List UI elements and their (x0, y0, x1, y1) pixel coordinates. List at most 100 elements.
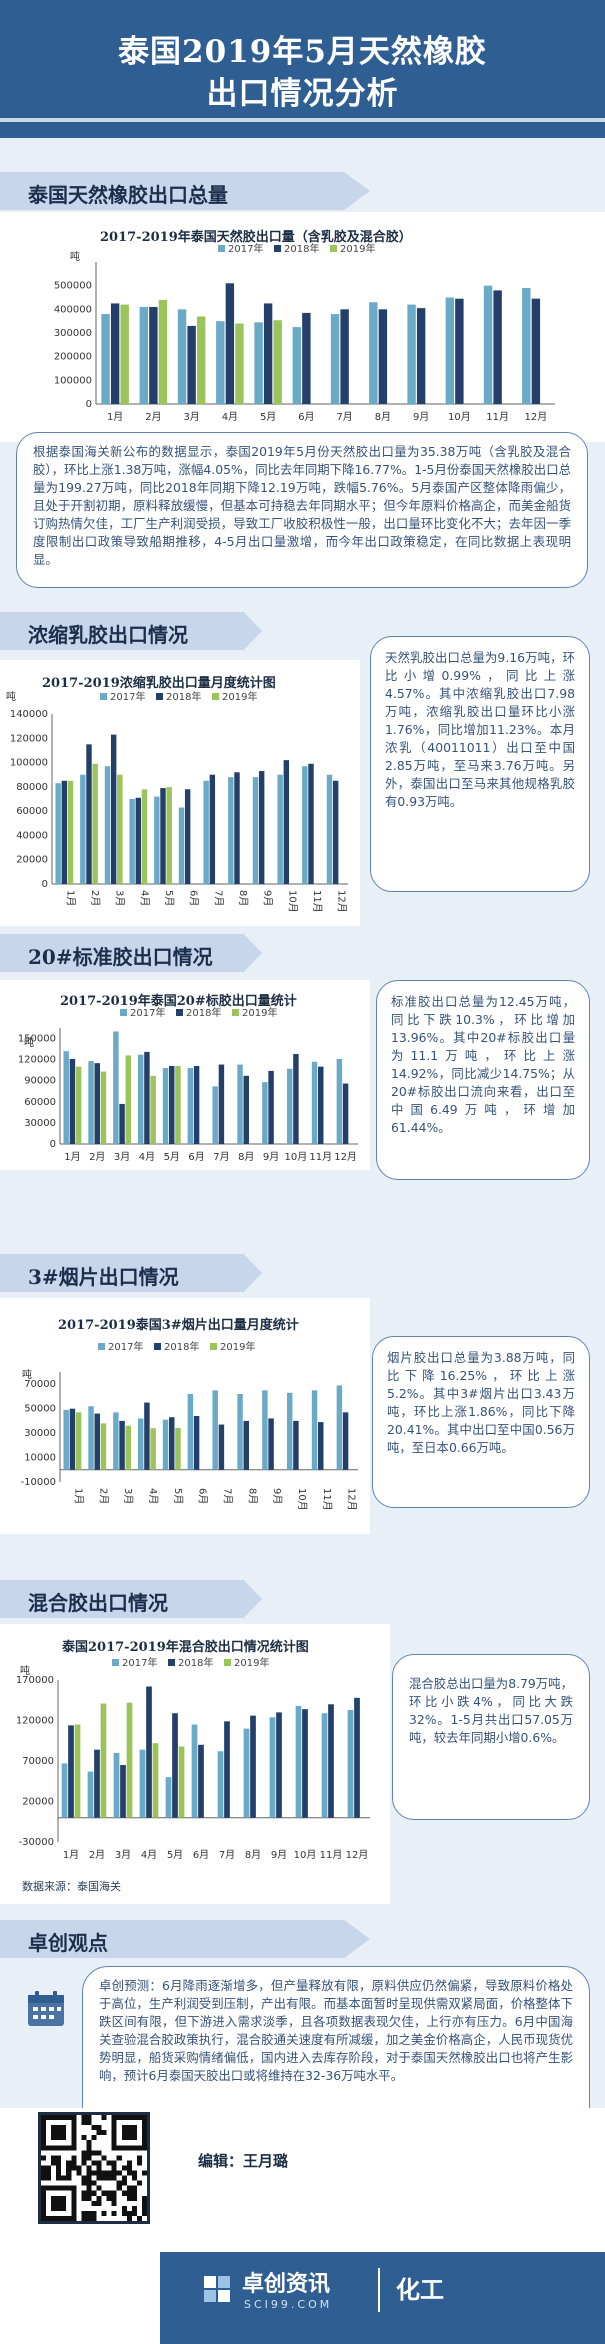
bar-2017年-12月 (336, 1058, 343, 1144)
bar-2018年-8月 (243, 1420, 249, 1470)
x-tick-label: 12月 (334, 1151, 357, 1163)
x-tick-label: 12月 (346, 1488, 358, 1511)
bar-2018年-5月 (169, 1065, 175, 1144)
x-tick-label: 12月 (525, 411, 548, 423)
bar-2018年-7月 (224, 1721, 230, 1818)
y-tick-label: 40000 (16, 830, 48, 841)
bar-2019年-3月 (125, 1055, 132, 1144)
legend-label: 2018年 (166, 690, 201, 703)
bar-2018年-6月 (198, 1744, 204, 1818)
x-tick-label: 3月 (115, 1849, 131, 1861)
bar-2018年-9月 (268, 1070, 274, 1144)
bar-2017年-10月 (277, 774, 283, 884)
x-tick-label: 2月 (97, 1488, 109, 1504)
x-tick-label: 7月 (221, 1488, 233, 1504)
x-tick-label: 1月 (64, 890, 76, 906)
bar-2018年-12月 (531, 298, 541, 404)
legend-label: 2019年 (242, 1006, 277, 1019)
bar-2018年-1月 (68, 1725, 74, 1818)
legend-label: 2019年 (222, 690, 257, 703)
bar-2019年-1月 (75, 1066, 82, 1144)
legend-swatch (168, 1659, 175, 1666)
bar-2018年-2月 (94, 1413, 100, 1470)
legend-swatch (100, 693, 107, 700)
bubble-view: 卓创预测：6月降雨逐渐增多，但产量释放有限，原料供应仍然偏紧，导致原料价格处于高… (82, 1966, 590, 2132)
bar-2017年-1月 (101, 314, 110, 404)
bar-2018年-3月 (120, 1765, 126, 1818)
x-tick-label: 2月 (89, 1151, 105, 1163)
bar-2019年-3月 (196, 316, 206, 404)
page-title-line-2: 出口情况分析 (206, 76, 399, 112)
bar-2018年-1月 (61, 780, 68, 884)
y-tick-label: 30000 (24, 1118, 56, 1129)
bar-2019年-1月 (75, 1412, 82, 1470)
bar-2018年-7月 (218, 1424, 225, 1470)
x-tick-label: 6月 (197, 1488, 209, 1504)
bar-2019年-5月 (178, 1746, 185, 1818)
x-tick-label: 11月 (486, 411, 509, 423)
bar-2017年-10月 (295, 1705, 302, 1818)
bar-2018年-3月 (110, 734, 117, 884)
bar-2017年-4月 (139, 1749, 146, 1818)
chart-title-rss3: 2017-2019泰国3#烟片出口量月度统计 (58, 1318, 299, 1333)
x-tick-label: 5月 (260, 411, 276, 423)
logo-divider (378, 2268, 380, 2312)
x-tick-label: 9月 (271, 1488, 283, 1504)
bar-2018年-2月 (94, 1063, 100, 1144)
y-tick-label: 70000 (24, 1379, 56, 1390)
bar-2018年-4月 (144, 1051, 150, 1144)
bar-2019年-4月 (150, 1075, 156, 1144)
x-tick-label: 10月 (448, 411, 471, 423)
x-tick-label: 5月 (172, 1488, 184, 1504)
bar-2019年-3月 (125, 1425, 132, 1470)
bar-2019年-3月 (117, 774, 123, 884)
bar-2017年-6月 (191, 1724, 198, 1818)
bar-2018年-4月 (144, 1402, 150, 1470)
bar-2018年-6月 (302, 312, 311, 404)
section-ribbon-total: 泰国天然橡胶出口总量 (0, 172, 370, 210)
bar-2017年-10月 (445, 297, 455, 404)
bar-2018年-8月 (250, 1715, 256, 1818)
section-title-latex: 浓缩乳胶出口情况 (28, 623, 188, 647)
bubble-total-text: 根据泰国海关新公布的数据显示，泰国2019年5月份天然胶出口量为35.38万吨（… (33, 444, 571, 567)
bar-2018年-1月 (69, 1058, 76, 1144)
page-title-line-1: 泰国2019年5月天然橡胶 (118, 34, 487, 70)
bar-2017年-2月 (87, 1771, 94, 1818)
bubble-tsr20-text: 标准胶出口总量为12.45万吨，同比下跌10.3%，环比增加13.96%。其中2… (391, 994, 575, 1135)
legend-swatch (224, 1659, 231, 1666)
legend-swatch (330, 245, 337, 252)
bar-2017年-2月 (88, 1061, 94, 1144)
legend-label: 2017年 (228, 242, 263, 255)
bar-2017年-10月 (286, 1068, 293, 1144)
legend-label: 2017年 (122, 1656, 157, 1669)
bar-2018年-10月 (455, 298, 464, 404)
bar-2018年-8月 (378, 309, 388, 404)
legend-label: 2017年 (108, 1340, 143, 1353)
bar-2017年-2月 (88, 1406, 94, 1470)
chart-mixed: 吨 2017年 2018年 2019年 -30000 20000 70000 120000 17… (16, 1656, 370, 1861)
legend-swatch (212, 693, 219, 700)
bar-2017年-8月 (228, 777, 234, 884)
y-tick-label: 400000 (54, 304, 92, 315)
bar-2019年-5月 (273, 320, 282, 404)
x-tick-label: 9月 (262, 890, 274, 906)
bar-2017年-12月 (347, 1709, 354, 1818)
y-tick-label: 140000 (10, 709, 48, 720)
section-title-rss3: 3#烟片出口情况 (28, 1265, 179, 1289)
legend-label: 2018年 (178, 1656, 213, 1669)
x-tick-label: 6月 (298, 411, 314, 423)
legend-swatch (210, 1343, 217, 1350)
y-tick-label: 200000 (54, 352, 92, 363)
y-tick-label: 70000 (22, 1756, 54, 1767)
x-tick-label: 11月 (309, 1151, 332, 1163)
bar-2017年-1月 (61, 1763, 68, 1818)
bar-2018年-2月 (149, 306, 158, 404)
bubble-view-text: 卓创预测：6月降雨逐渐增多，但产量释放有限，原料供应仍然偏紧，导致原料价格处于高… (99, 1978, 573, 2083)
chart-title-total: 2017-2019年泰国天然胶出口量（含乳胶及混合胶） (100, 230, 412, 245)
logo-band: 卓创资讯 SCI99.COM 化工 (160, 2252, 605, 2344)
bar-2018年-12月 (332, 780, 339, 884)
chart-latex: 吨 2017年 2018年 2019年 0 20000 40000 60000 80000 100… (6, 690, 348, 913)
y-tick-label: 100000 (10, 758, 48, 769)
x-tick-label: 9月 (263, 1151, 279, 1163)
bar-2018年-12月 (354, 1697, 360, 1818)
